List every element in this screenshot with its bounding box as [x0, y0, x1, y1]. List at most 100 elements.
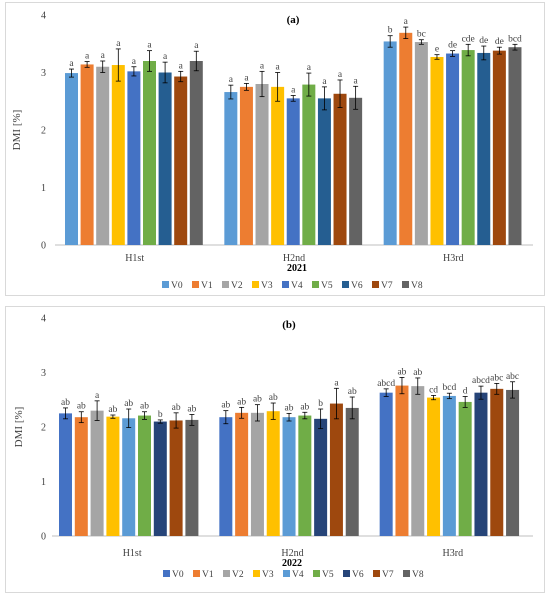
legend-swatch [163, 570, 170, 577]
bar [508, 47, 522, 246]
y-tick-label: 4 [41, 314, 46, 325]
significance-label: de [448, 41, 457, 51]
legend-label: V2 [232, 570, 244, 580]
significance-label: a [276, 63, 281, 73]
bar [80, 64, 94, 245]
significance-label: a [229, 75, 234, 85]
bar [96, 66, 110, 245]
y-tick-label: 0 [41, 241, 46, 252]
y-tick-label: 4 [41, 11, 46, 22]
bar [379, 392, 393, 536]
legend-label: V3 [261, 281, 273, 291]
significance-label: de [479, 36, 488, 46]
legend-label: V5 [322, 570, 334, 580]
significance-label: a [334, 378, 339, 388]
bar [266, 411, 280, 536]
x-axis-label: 2022 [282, 558, 302, 569]
significance-label: a [163, 52, 168, 62]
legend-swatch [162, 281, 169, 288]
bar [302, 84, 316, 245]
significance-label: a [95, 391, 100, 401]
bar [271, 86, 285, 245]
x-category-label: H3rd [443, 548, 464, 559]
significance-label: a [101, 51, 106, 61]
bar [169, 420, 183, 536]
legend-label: V6 [351, 281, 363, 291]
significance-label: ab [269, 393, 278, 403]
bar [349, 97, 363, 245]
significance-label: a [132, 57, 137, 67]
legend-label: V1 [201, 281, 213, 291]
significance-label: d [463, 386, 468, 396]
legend-swatch [253, 570, 260, 577]
y-tick-label: 3 [41, 368, 46, 379]
legend-swatch [402, 281, 409, 288]
bar [430, 56, 444, 245]
legend-label: V4 [291, 281, 303, 291]
bar [65, 73, 78, 245]
bar [490, 388, 504, 536]
significance-label: b [388, 26, 393, 36]
legend-swatch [343, 570, 350, 577]
legend-label: V7 [381, 281, 393, 291]
bar [383, 41, 397, 246]
bar [138, 415, 151, 536]
significance-label: a [179, 61, 184, 71]
significance-label: ab [108, 405, 117, 415]
significance-label: a [338, 70, 343, 80]
x-category-label: H3rd [443, 253, 464, 264]
significance-label: ab [237, 397, 246, 407]
bar [329, 403, 343, 536]
bar [474, 392, 488, 536]
y-tick-label: 3 [41, 68, 46, 79]
bar [122, 418, 136, 536]
bar [153, 421, 167, 536]
significance-label: ab [348, 387, 357, 397]
bar [314, 418, 328, 536]
bar [250, 412, 264, 536]
chart-panel-2021: (a) DMI [%] 0 1 2 3 4 H1st a a a a a a a a a H2nd a a a a a a a a… [5, 2, 545, 296]
legend-swatch [192, 281, 199, 288]
bar [224, 92, 238, 245]
bar [106, 416, 120, 536]
legend-label: V8 [411, 281, 423, 291]
bar [427, 397, 441, 536]
significance-label: b [318, 399, 323, 409]
legend-label: V0 [171, 281, 183, 291]
legend-swatch [283, 570, 290, 577]
bar [414, 42, 428, 246]
significance-label: ab [397, 367, 406, 377]
bar [446, 53, 460, 246]
bar [286, 98, 300, 245]
bar [399, 32, 413, 246]
bar [111, 65, 125, 246]
x-category-label: H1st [125, 253, 144, 264]
significance-label: ab [172, 403, 181, 413]
bar [345, 407, 359, 536]
significance-label: e [435, 45, 439, 55]
bar [74, 417, 88, 536]
legend-label: V1 [202, 570, 214, 580]
significance-label: a [322, 77, 327, 87]
bar [158, 72, 172, 245]
legend-swatch [223, 570, 230, 577]
significance-label: a [307, 63, 312, 73]
y-axis-label: DMI [%] [13, 407, 25, 448]
bar [282, 417, 296, 536]
bar [411, 386, 425, 536]
bar [317, 98, 331, 245]
significance-label: ab [61, 398, 70, 408]
significance-label: ab [124, 399, 133, 409]
bar [506, 389, 520, 536]
significance-label: abcd [377, 379, 395, 389]
significance-label: ab [140, 402, 149, 412]
significance-label: ab [187, 404, 196, 414]
chart-panel-2022: (b) DMI [%] 0 1 2 3 4 H1st ab ab a ab ab ab b ab ab H2nd a… [5, 306, 545, 593]
bar [492, 50, 506, 246]
x-category-label: H1st [123, 548, 142, 559]
chart-title: (a) [287, 14, 300, 26]
bar [255, 84, 269, 245]
significance-label: a [260, 61, 265, 71]
bar [219, 417, 233, 536]
